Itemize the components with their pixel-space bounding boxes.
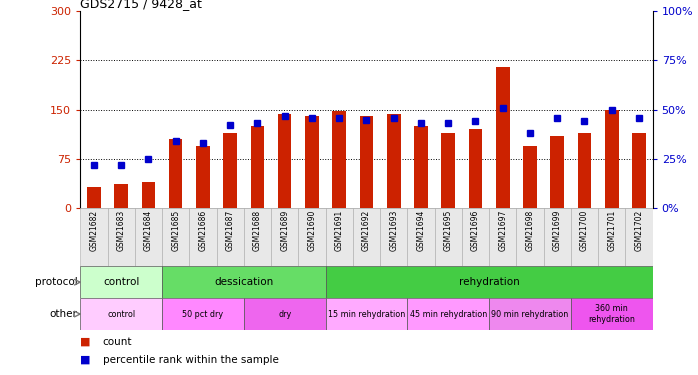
Text: GSM21684: GSM21684 xyxy=(144,210,153,251)
Bar xyxy=(162,208,189,266)
Bar xyxy=(135,208,162,266)
Bar xyxy=(359,116,373,208)
Text: dry: dry xyxy=(278,310,291,319)
Bar xyxy=(408,208,435,266)
Text: GSM21687: GSM21687 xyxy=(225,210,235,251)
Text: GSM21696: GSM21696 xyxy=(471,210,480,251)
Bar xyxy=(605,110,618,208)
Text: GSM21697: GSM21697 xyxy=(498,210,507,251)
Bar xyxy=(298,208,325,266)
Bar xyxy=(571,208,598,266)
Text: GSM21689: GSM21689 xyxy=(280,210,289,251)
Bar xyxy=(305,116,319,208)
Text: percentile rank within the sample: percentile rank within the sample xyxy=(103,355,279,365)
Bar xyxy=(414,126,428,208)
Bar xyxy=(216,208,244,266)
Bar xyxy=(196,146,209,208)
Text: GSM21700: GSM21700 xyxy=(580,210,589,251)
Bar xyxy=(598,208,625,266)
Bar xyxy=(517,208,544,266)
Text: rehydration: rehydration xyxy=(459,277,519,287)
Text: 45 min rehydration: 45 min rehydration xyxy=(410,310,487,319)
Text: 50 pct dry: 50 pct dry xyxy=(182,310,223,319)
Bar xyxy=(162,298,244,330)
Bar xyxy=(107,208,135,266)
Text: 90 min rehydration: 90 min rehydration xyxy=(491,310,569,319)
Bar xyxy=(332,111,346,208)
Bar xyxy=(142,182,155,208)
Text: GSM21695: GSM21695 xyxy=(444,210,453,251)
Bar xyxy=(80,266,162,298)
Bar xyxy=(162,266,325,298)
Bar xyxy=(578,133,591,208)
Text: GSM21698: GSM21698 xyxy=(526,210,535,251)
Text: dessication: dessication xyxy=(214,277,274,287)
Text: protocol: protocol xyxy=(35,277,77,287)
Bar xyxy=(244,298,325,330)
Bar xyxy=(325,298,408,330)
Bar xyxy=(625,208,653,266)
Bar xyxy=(435,208,462,266)
Text: GSM21688: GSM21688 xyxy=(253,210,262,251)
Bar xyxy=(278,114,292,208)
Bar xyxy=(408,298,489,330)
Bar xyxy=(632,133,646,208)
Text: 15 min rehydration: 15 min rehydration xyxy=(328,310,405,319)
Text: GSM21701: GSM21701 xyxy=(607,210,616,251)
Bar xyxy=(380,208,408,266)
Text: GSM21692: GSM21692 xyxy=(362,210,371,251)
Text: GSM21691: GSM21691 xyxy=(335,210,343,251)
Bar xyxy=(468,129,482,208)
Bar xyxy=(325,208,352,266)
Bar xyxy=(80,208,107,266)
Bar xyxy=(462,208,489,266)
Text: GSM21683: GSM21683 xyxy=(117,210,126,251)
Text: GSM21686: GSM21686 xyxy=(198,210,207,251)
Bar xyxy=(223,133,237,208)
Bar xyxy=(524,146,537,208)
Text: GSM21699: GSM21699 xyxy=(553,210,562,251)
Bar xyxy=(571,298,653,330)
Text: GSM21682: GSM21682 xyxy=(89,210,98,251)
Bar xyxy=(271,208,298,266)
Text: GSM21694: GSM21694 xyxy=(417,210,426,251)
Bar xyxy=(441,133,455,208)
Bar xyxy=(387,114,401,208)
Bar xyxy=(80,298,162,330)
Bar xyxy=(544,208,571,266)
Bar xyxy=(244,208,271,266)
Bar xyxy=(489,208,517,266)
Bar xyxy=(114,184,128,208)
Text: other: other xyxy=(50,309,77,319)
Bar xyxy=(489,298,571,330)
Text: 360 min
rehydration: 360 min rehydration xyxy=(588,304,635,324)
Bar xyxy=(325,266,653,298)
Text: ■: ■ xyxy=(80,336,91,346)
Bar xyxy=(352,208,380,266)
Bar xyxy=(251,126,265,208)
Bar xyxy=(87,187,101,208)
Text: GSM21693: GSM21693 xyxy=(389,210,398,251)
Bar xyxy=(551,136,564,208)
Text: ■: ■ xyxy=(80,355,91,365)
Text: GSM21685: GSM21685 xyxy=(171,210,180,251)
Text: GSM21702: GSM21702 xyxy=(634,210,644,251)
Text: count: count xyxy=(103,336,132,346)
Bar xyxy=(169,139,182,208)
Text: control: control xyxy=(103,277,140,287)
Bar xyxy=(496,67,510,208)
Bar xyxy=(189,208,216,266)
Text: control: control xyxy=(107,310,135,319)
Text: GDS2715 / 9428_at: GDS2715 / 9428_at xyxy=(80,0,202,10)
Text: GSM21690: GSM21690 xyxy=(307,210,316,251)
